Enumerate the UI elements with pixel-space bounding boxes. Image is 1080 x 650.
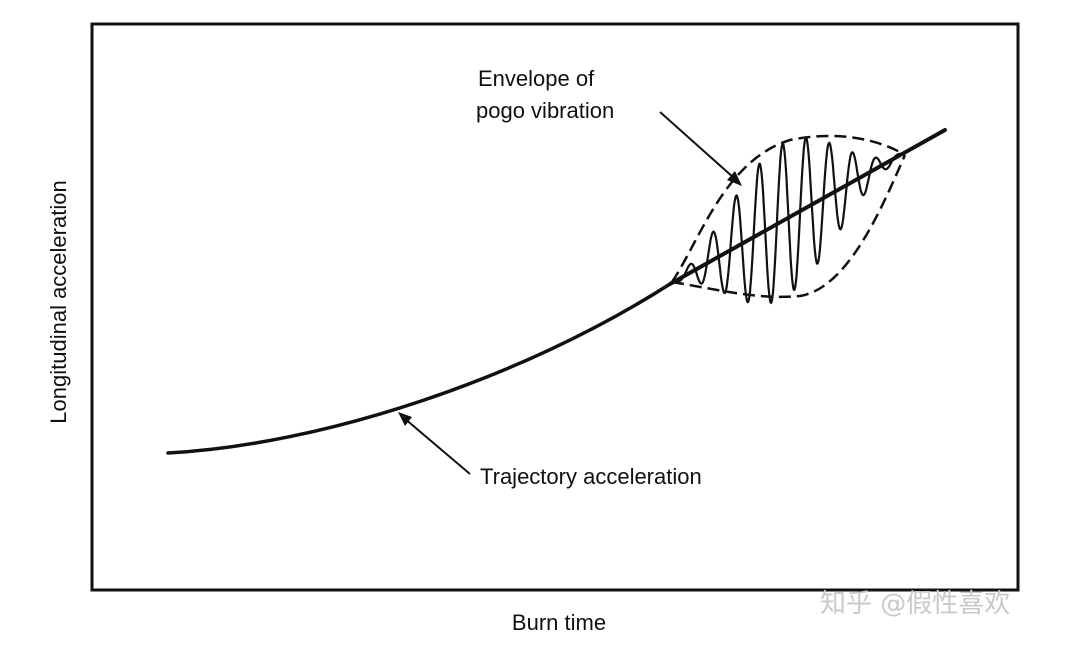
pogo-oscillation (671, 136, 906, 305)
envelope-pointer-arrowhead (727, 171, 742, 186)
pogo-envelope-upper (670, 134, 906, 283)
envelope-label-line1: Envelope of (478, 66, 595, 91)
watermark: 知乎 @假性喜欢 (820, 589, 1010, 619)
y-axis-label: Longitudinal acceleration (46, 180, 71, 423)
trajectory-curve (166, 282, 672, 455)
x-axis-label: Burn time (512, 610, 606, 635)
pogo-envelope-lower (671, 154, 907, 299)
envelope-pointer-line (659, 111, 735, 179)
trajectory-curve-continuation (668, 128, 947, 286)
trajectory-label: Trajectory acceleration (480, 464, 702, 489)
pogo-oscillation-wave (671, 136, 906, 305)
trajectory-pointer-arrowhead (398, 412, 412, 426)
plot-frame (90, 22, 1020, 592)
trajectory-pointer-line (403, 417, 471, 475)
envelope-label-line2: pogo vibration (476, 98, 614, 123)
